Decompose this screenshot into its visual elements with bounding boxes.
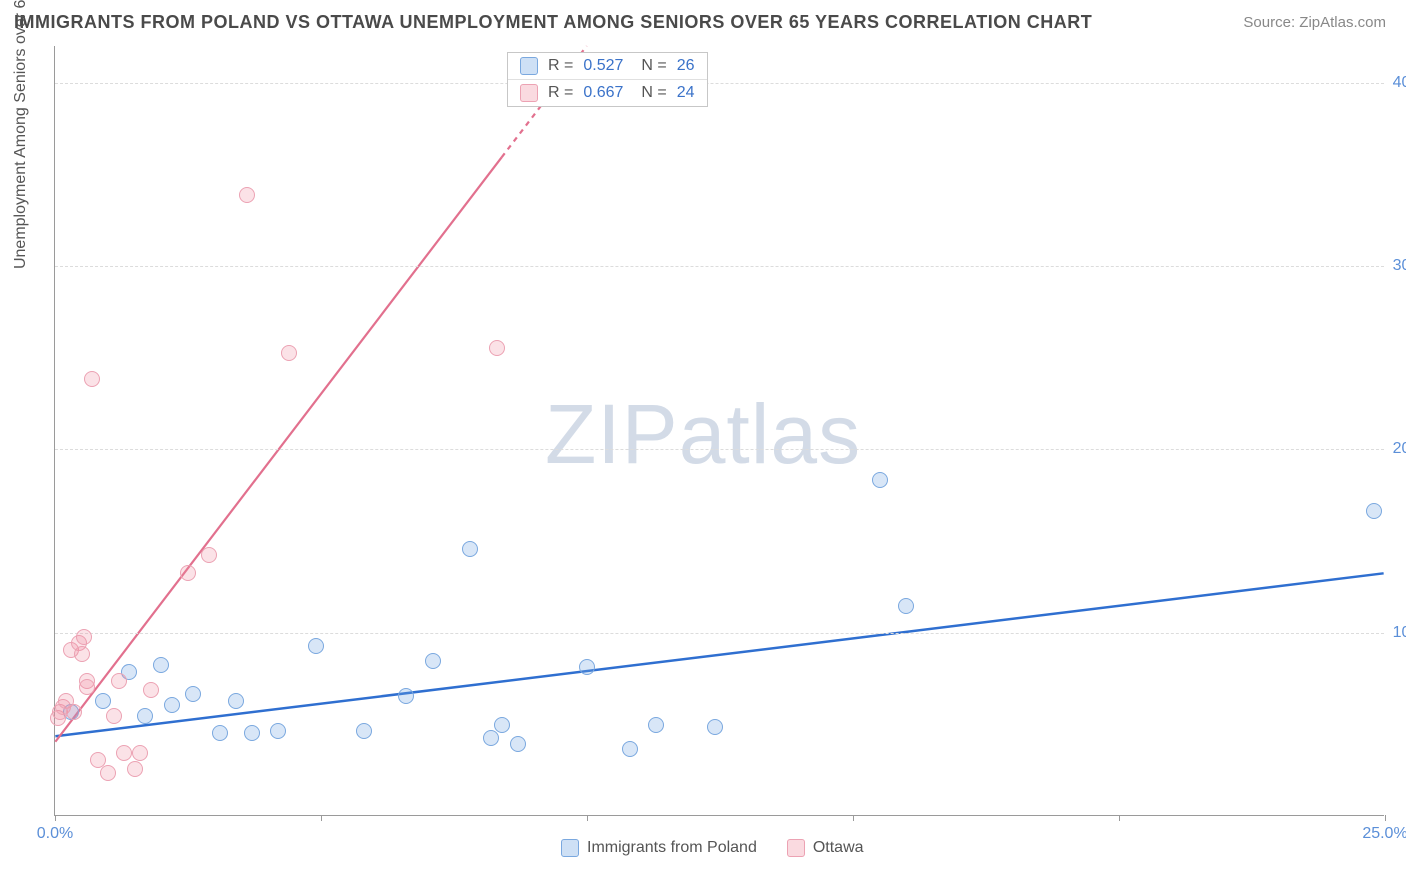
legend-swatch xyxy=(787,839,805,857)
scatter-point xyxy=(510,736,526,752)
y-tick-label: 30.0% xyxy=(1390,257,1406,275)
gridline xyxy=(55,633,1384,634)
x-legend: Immigrants from Poland Ottawa xyxy=(561,839,864,857)
x-tick xyxy=(853,815,854,821)
x-tick-label: 0.0% xyxy=(37,825,73,843)
gridline xyxy=(55,83,1384,84)
legend-stats: R = 0.527 N = 26 R = 0.667 N = 24 xyxy=(507,52,708,107)
x-tick xyxy=(321,815,322,821)
scatter-point xyxy=(494,717,510,733)
scatter-point xyxy=(244,725,260,741)
x-tick-label: 25.0% xyxy=(1362,825,1406,843)
source-label: Source: xyxy=(1243,14,1299,31)
stat-n-label: N = xyxy=(641,84,666,102)
x-legend-item: Ottawa xyxy=(787,839,864,857)
stat-n-value: 24 xyxy=(677,84,695,102)
scatter-point xyxy=(132,745,148,761)
stat-n-value: 26 xyxy=(677,57,695,75)
scatter-point xyxy=(579,659,595,675)
scatter-point xyxy=(707,719,723,735)
scatter-point xyxy=(74,646,90,662)
y-tick-label: 20.0% xyxy=(1390,440,1406,458)
scatter-point xyxy=(153,657,169,673)
y-axis-label: Unemployment Among Seniors over 65 years xyxy=(12,0,30,269)
scatter-point xyxy=(106,708,122,724)
scatter-point xyxy=(425,653,441,669)
scatter-point xyxy=(308,638,324,654)
x-legend-item: Immigrants from Poland xyxy=(561,839,757,857)
scatter-point xyxy=(76,629,92,645)
scatter-point xyxy=(398,688,414,704)
scatter-point xyxy=(164,697,180,713)
gridline xyxy=(55,449,1384,450)
scatter-point xyxy=(111,673,127,689)
x-tick xyxy=(55,815,56,821)
scatter-point xyxy=(489,340,505,356)
legend-swatch xyxy=(561,839,579,857)
scatter-point xyxy=(462,541,478,557)
source-attribution: Source: ZipAtlas.com xyxy=(1243,14,1386,31)
source-value: ZipAtlas.com xyxy=(1299,14,1386,31)
legend-stats-row: R = 0.667 N = 24 xyxy=(508,80,707,106)
scatter-point xyxy=(180,565,196,581)
scatter-point xyxy=(127,761,143,777)
stat-r-label: R = xyxy=(548,57,573,75)
scatter-point xyxy=(239,187,255,203)
y-tick-label: 10.0% xyxy=(1390,624,1406,642)
scatter-point xyxy=(66,704,82,720)
scatter-point xyxy=(648,717,664,733)
scatter-point xyxy=(483,730,499,746)
x-tick xyxy=(587,815,588,821)
plot-area: ZIPatlas 10.0%20.0%30.0%40.0%0.0%25.0%R … xyxy=(54,46,1384,816)
scatter-point xyxy=(281,345,297,361)
stat-r-label: R = xyxy=(548,84,573,102)
legend-swatch xyxy=(520,84,538,102)
x-tick xyxy=(1385,815,1386,821)
scatter-point xyxy=(116,745,132,761)
legend-swatch xyxy=(520,57,538,75)
trend-line xyxy=(55,573,1383,736)
chart-title: IMMIGRANTS FROM POLAND VS OTTAWA UNEMPLO… xyxy=(14,12,1092,33)
legend-stats-row: R = 0.527 N = 26 xyxy=(508,53,707,80)
y-tick-label: 40.0% xyxy=(1390,74,1406,92)
x-legend-label: Immigrants from Poland xyxy=(587,839,757,857)
scatter-point xyxy=(100,765,116,781)
scatter-point xyxy=(270,723,286,739)
x-legend-label: Ottawa xyxy=(813,839,864,857)
scatter-point xyxy=(212,725,228,741)
scatter-point xyxy=(84,371,100,387)
scatter-point xyxy=(143,682,159,698)
scatter-point xyxy=(228,693,244,709)
scatter-point xyxy=(622,741,638,757)
gridline xyxy=(55,266,1384,267)
scatter-point xyxy=(898,598,914,614)
trend-lines-layer xyxy=(55,46,1384,815)
stat-n-label: N = xyxy=(641,57,666,75)
scatter-point xyxy=(137,708,153,724)
scatter-point xyxy=(201,547,217,563)
scatter-point xyxy=(185,686,201,702)
scatter-point xyxy=(356,723,372,739)
scatter-point xyxy=(79,679,95,695)
x-tick xyxy=(1119,815,1120,821)
scatter-point xyxy=(872,472,888,488)
stat-r-value: 0.527 xyxy=(583,57,623,75)
scatter-point xyxy=(1366,503,1382,519)
scatter-point xyxy=(95,693,111,709)
stat-r-value: 0.667 xyxy=(583,84,623,102)
